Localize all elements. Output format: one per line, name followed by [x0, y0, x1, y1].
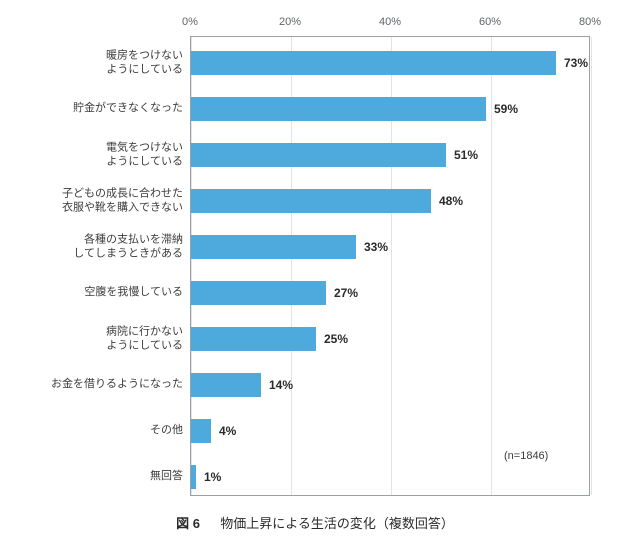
gridline	[491, 37, 492, 495]
category-label: 貯金ができなくなった	[73, 102, 191, 116]
stage: 暖房をつけない ようにしている 73% 貯金ができなくなった 59% 電気をつけない よ…	[0, 0, 630, 545]
bar	[191, 143, 446, 167]
category-label: 電気をつけない ようにしている	[106, 141, 191, 169]
x-tick-label: 20%	[279, 16, 301, 28]
value-label: 25%	[324, 332, 348, 346]
x-tick-label: 80%	[579, 16, 601, 28]
bar	[191, 51, 556, 75]
category-label: 暖房をつけない ようにしている	[106, 49, 191, 77]
figure-number: 図 6	[176, 516, 200, 531]
figure-title: 物価上昇による生活の変化（複数回答）	[220, 516, 454, 531]
figure-caption: 図 6 物価上昇による生活の変化（複数回答）	[0, 513, 630, 532]
x-tick-label: 60%	[479, 16, 501, 28]
x-tick-label: 0%	[182, 16, 198, 28]
value-label: 48%	[439, 194, 463, 208]
bar	[191, 327, 316, 351]
category-label: 病院に行かない ようにしている	[106, 325, 191, 353]
bar	[191, 189, 431, 213]
value-label: 27%	[334, 286, 358, 300]
bar	[191, 97, 486, 121]
value-label: 1%	[204, 470, 221, 484]
value-label: 73%	[564, 56, 588, 70]
category-label: 無回答	[150, 470, 191, 484]
chart-frame: 暖房をつけない ようにしている73%貯金ができなくなった59%電気をつけない よ…	[190, 36, 590, 496]
bar	[191, 281, 326, 305]
category-label: お金を借りるようになった	[51, 378, 191, 392]
bar	[191, 373, 261, 397]
value-label: 14%	[269, 378, 293, 392]
category-label: 子どもの成長に合わせた 衣服や靴を購入できない	[62, 187, 191, 215]
bar	[191, 465, 196, 489]
x-tick-label: 40%	[379, 16, 401, 28]
value-label: 59%	[494, 102, 518, 116]
category-label: その他	[150, 424, 191, 438]
value-label: 51%	[454, 148, 478, 162]
gridline	[591, 37, 592, 495]
sample-size-label: (n=1846)	[504, 450, 548, 462]
bar	[191, 419, 211, 443]
value-label: 4%	[219, 424, 236, 438]
category-label: 空腹を我慢している	[84, 286, 191, 300]
value-label: 33%	[364, 240, 388, 254]
bar	[191, 235, 356, 259]
category-label: 各種の支払いを滞納 してしまうときがある	[73, 233, 191, 261]
